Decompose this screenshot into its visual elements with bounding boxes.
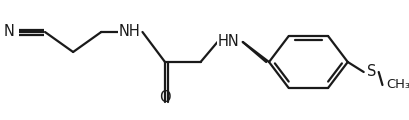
Text: HN: HN: [217, 35, 239, 49]
Text: O: O: [159, 90, 171, 105]
Text: NH: NH: [118, 24, 140, 39]
Text: CH₃: CH₃: [385, 78, 409, 91]
Text: N: N: [4, 24, 15, 39]
Text: S: S: [366, 65, 375, 79]
